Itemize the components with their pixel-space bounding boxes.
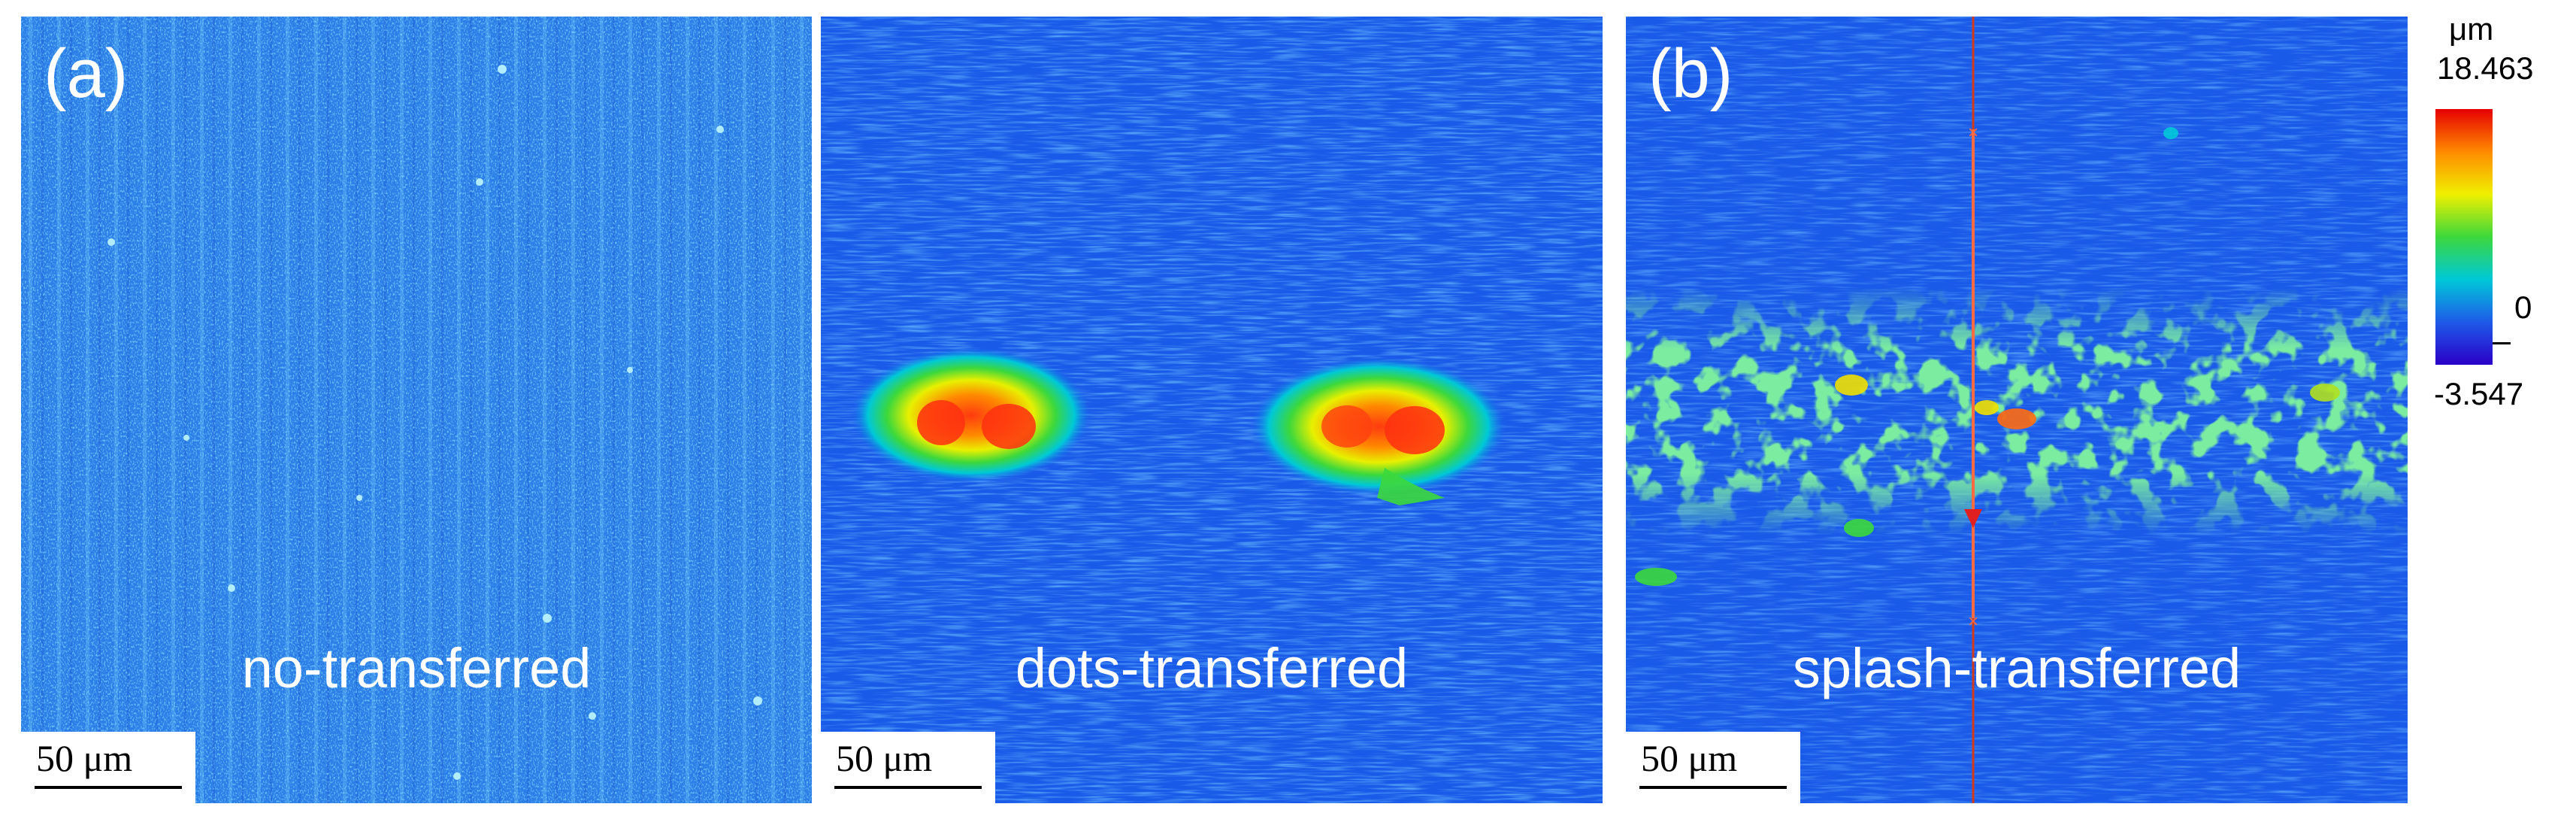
panel-dots-transferred: dots-transferred 50 μm bbox=[821, 17, 1603, 803]
colorbar-unit: μm bbox=[2449, 11, 2494, 47]
panel-caption: no-transferred bbox=[241, 637, 592, 699]
scale-bar-label: 50 μm bbox=[1641, 737, 1738, 779]
panel-tag: (b) bbox=[1648, 35, 1733, 112]
scale-bar bbox=[1639, 786, 1787, 789]
scale-bar bbox=[35, 786, 182, 789]
scale-bar-box: 50 μm bbox=[21, 732, 195, 803]
colorbar-min-label: -3.547 bbox=[2434, 376, 2524, 411]
colorbar-zero-label: 0 bbox=[2514, 290, 2532, 325]
scale-bar bbox=[834, 786, 982, 789]
svg-text:×: × bbox=[1968, 611, 1978, 632]
height-map-splash-transferred: × × bbox=[1626, 17, 2408, 803]
svg-text:×: × bbox=[1968, 123, 1978, 143]
scale-bar-label: 50 μm bbox=[36, 737, 133, 779]
panel-splash-transferred: × × (b) splash-transferred 50 μm bbox=[1626, 17, 2408, 803]
height-map-dots-transferred bbox=[821, 17, 1603, 803]
panel-no-transferred: (a) no-transferred 50 μm bbox=[21, 17, 812, 803]
panel-caption: dots-transferred bbox=[1015, 637, 1409, 699]
height-map-no-transferred bbox=[21, 17, 812, 803]
colorbar bbox=[2435, 109, 2493, 365]
panel-tag: (a) bbox=[44, 35, 129, 112]
colorbar-max-label: 18.463 bbox=[2437, 50, 2534, 86]
scale-bar-box: 50 μm bbox=[821, 732, 995, 803]
scale-bar-box: 50 μm bbox=[1626, 732, 1800, 803]
panel-caption: splash-transferred bbox=[1792, 637, 2242, 699]
scale-bar-label: 50 μm bbox=[836, 737, 933, 779]
colorbar-zero-tick bbox=[2493, 342, 2511, 344]
